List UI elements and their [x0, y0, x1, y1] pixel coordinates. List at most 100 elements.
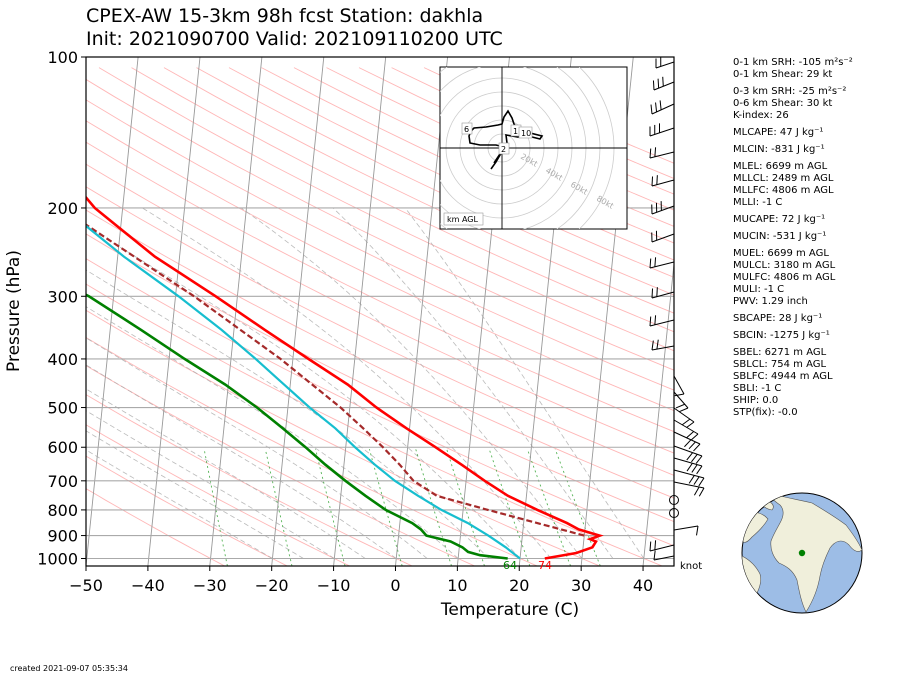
y-tick-label: 200: [47, 199, 78, 218]
y-tick-label: 300: [47, 287, 78, 306]
dry-adiabat-line: [228, 67, 674, 278]
svg-text:10: 10: [521, 129, 531, 138]
wind-units-label: knot: [680, 561, 702, 572]
wind-barb: [653, 81, 675, 91]
isotherm-line: [147, 57, 201, 566]
isotherm-line: [333, 57, 387, 566]
stat-line: SBCIN: -1275 J kg⁻¹: [733, 330, 830, 341]
stat-line: PWV: 1.29 inch: [733, 296, 808, 307]
dry-adiabat-line: [86, 283, 663, 566]
dry-adiabat-line: [86, 394, 413, 566]
wind-barb-feather: [654, 147, 657, 157]
y-tick-label: 700: [47, 472, 78, 491]
wind-barb: [673, 525, 699, 531]
y-tick-label: 900: [47, 527, 78, 546]
wind-barb-feather: [654, 257, 657, 267]
y-tick-label: 500: [47, 399, 78, 418]
stat-line: K-index: 26: [733, 110, 789, 121]
wind-barb-feather: [653, 550, 656, 561]
dry-adiabat-line: [86, 424, 350, 566]
x-tick-label: −30: [193, 576, 227, 595]
wind-barb-feather: [681, 418, 691, 426]
dry-adiabat-line: [163, 67, 674, 314]
dry-adiabat-line: [131, 67, 674, 333]
stat-line: SBLFC: 4944 m AGL: [733, 371, 833, 382]
dry-adiabat-line: [86, 365, 475, 566]
surface-temperature-label: 74: [538, 559, 552, 572]
mixing-ratio-line: [368, 448, 403, 566]
moist-adiabat-line: [86, 430, 304, 559]
wind-barb: [673, 419, 699, 435]
dry-adiabat-line: [86, 258, 674, 547]
wind-barb-feather: [691, 464, 698, 473]
wind-barb: [649, 261, 675, 269]
wind-barb-feather: [662, 76, 664, 87]
wind-barb-feather: [657, 78, 660, 89]
wind-barb-feather: [695, 455, 703, 464]
wind-barb-feather: [679, 407, 689, 413]
stat-line: MLLI: -1 C: [733, 197, 783, 208]
mixing-ratio-line: [488, 448, 531, 566]
dry-adiabat-line: [86, 209, 674, 499]
x-tick-label: 0: [390, 576, 400, 595]
wind-barb: [673, 469, 705, 479]
wind-barb: [651, 345, 675, 351]
stat-line: SBLI: -1 C: [733, 383, 782, 394]
wind-barb-feather: [686, 421, 695, 429]
dry-adiabat-line: [86, 488, 225, 566]
wind-barb-feather: [686, 462, 693, 472]
svg-text:1: 1: [513, 127, 518, 136]
globe-locator-map: [741, 492, 863, 614]
stat-line: MUCAPE: 72 J kg⁻¹: [733, 214, 826, 225]
dry-adiabat-line: [86, 186, 674, 476]
temperature-profile-line: [86, 195, 604, 560]
hodograph-inset: 20kt 40kt 60kt 80kt 1 10 2 6 km AGL: [439, 66, 628, 230]
stat-line: MULFC: 4806 m AGL: [733, 272, 836, 283]
x-tick-label: −10: [317, 576, 351, 595]
stat-line: MUEL: 6699 m AGL: [733, 248, 829, 259]
dewpoint-profile-line: [86, 293, 508, 560]
wind-barb: [673, 391, 689, 409]
wind-barb-feather: [649, 316, 652, 327]
mixing-ratio-line: [415, 448, 452, 566]
wind-barb-feather: [651, 176, 654, 187]
wind-barb-feather: [651, 288, 654, 299]
wind-barb-feather: [698, 477, 705, 487]
stat-line: SBCAPE: 28 J kg⁻¹: [733, 313, 823, 324]
stat-line: MULCL: 3180 m AGL: [733, 260, 836, 271]
y-axis-label: Pressure (hPa): [4, 250, 24, 372]
wind-barb: [673, 375, 685, 395]
chart-title: CPEX-AW 15-3km 98h fcst Station: dakhla: [86, 5, 484, 27]
x-axis-label: Temperature (C): [440, 600, 579, 620]
wind-barb-feather: [652, 80, 655, 91]
dry-adiabat-line: [86, 233, 674, 523]
stat-line: MLLCL: 2489 m AGL: [733, 173, 834, 184]
wind-barb: [649, 544, 675, 552]
wind-barb: [653, 555, 675, 561]
stat-line: SHIP: 0.0: [733, 395, 779, 406]
mixing-ratio-line: [526, 448, 572, 566]
wind-barb: [651, 233, 675, 243]
dry-adiabat-line: [86, 336, 538, 566]
wind-barb-feather: [656, 287, 658, 297]
dry-adiabat-line: [196, 67, 674, 296]
wind-barb-feather: [654, 315, 657, 325]
stat-line: MLEL: 6699 m AGL: [733, 161, 828, 172]
wind-barb-feather: [654, 540, 657, 550]
wind-barb: [651, 103, 675, 115]
mixing-ratio-line: [446, 448, 485, 566]
dry-adiabat-line: [86, 99, 674, 391]
stat-line: 0-1 km Shear: 29 kt: [733, 69, 833, 80]
calm-wind-circle: [669, 508, 679, 518]
wind-barb: [651, 179, 675, 187]
moist-adiabat-line: [332, 207, 614, 559]
surface-dewpoint-label: 64: [503, 559, 517, 572]
dry-adiabat-line: [86, 163, 674, 454]
stat-line: SBLCL: 754 m AGL: [733, 359, 827, 370]
wind-barb-feather: [649, 258, 652, 269]
wind-barb: [673, 445, 703, 457]
chart-subtitle: Init: 2021090700 Valid: 202109110200 UTC: [86, 28, 503, 50]
wind-barb-feather: [688, 475, 695, 484]
wind-barb: [651, 205, 675, 215]
